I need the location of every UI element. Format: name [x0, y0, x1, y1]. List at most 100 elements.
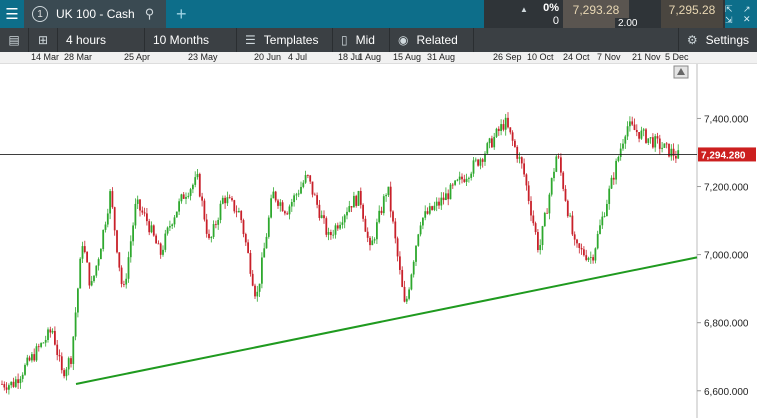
layout-button[interactable]: ⊞	[29, 28, 58, 52]
trendline-segment[interactable]	[75, 256, 698, 385]
trendline[interactable]	[75, 256, 698, 385]
candle	[178, 198, 180, 215]
candle	[247, 239, 249, 254]
candle-body	[77, 288, 79, 313]
candle	[3, 381, 6, 391]
candles-icon: ▯	[341, 33, 348, 47]
candle	[134, 198, 137, 229]
candle	[74, 307, 77, 341]
candle-body	[300, 186, 302, 194]
templates-button[interactable]: ☰ Templates	[237, 28, 333, 52]
list-view-button[interactable]: ▤	[0, 28, 29, 52]
candle-body	[256, 291, 259, 297]
candle	[37, 343, 40, 352]
maximize-icon[interactable]: ⇱	[725, 4, 733, 14]
hamburger-menu-icon[interactable]: ☰	[5, 6, 19, 23]
candle-body	[488, 138, 491, 144]
candle-body	[166, 227, 169, 234]
instrument-tab[interactable]: 1 UK 100 - Cash ⚲	[24, 0, 166, 28]
candle-body	[433, 205, 436, 210]
price-type-label: Mid	[355, 33, 375, 47]
candle	[408, 287, 410, 301]
candle-body	[417, 234, 420, 246]
candle-body	[173, 217, 176, 225]
candle	[534, 221, 537, 235]
candle-body	[217, 219, 220, 225]
candle-body	[316, 195, 318, 205]
candle	[424, 205, 427, 221]
candle	[79, 257, 82, 289]
candle	[502, 119, 505, 132]
candle	[619, 143, 622, 161]
candle-body	[670, 148, 673, 157]
candle	[235, 205, 238, 218]
candle-body	[525, 174, 528, 186]
add-tab-icon[interactable]: +	[176, 3, 187, 24]
candle	[120, 265, 123, 288]
candle-body	[10, 381, 13, 386]
candle-body	[51, 330, 54, 333]
settings-button[interactable]: ⚙ Settings	[677, 28, 757, 52]
close-icon[interactable]: ✕	[743, 14, 751, 24]
candle-body	[297, 193, 300, 195]
candle	[580, 243, 583, 255]
candle-body	[477, 159, 479, 166]
candle-body	[323, 215, 325, 219]
candle-body	[249, 252, 252, 274]
candle	[507, 112, 509, 129]
candle	[592, 254, 594, 264]
candle	[346, 207, 348, 220]
candle	[261, 252, 263, 289]
candle	[472, 156, 475, 177]
candle	[286, 211, 289, 215]
candle	[295, 192, 298, 201]
buy-price-button[interactable]: 7,295.28	[661, 0, 723, 28]
date-label: 5 Dec	[665, 52, 689, 62]
popout-icon[interactable]: ↗	[743, 4, 751, 14]
candle	[24, 363, 26, 376]
candle	[463, 174, 466, 183]
candle-body	[290, 202, 293, 207]
candle-body	[511, 132, 514, 141]
candle-body	[44, 339, 47, 343]
related-button[interactable]: ◉ Related	[390, 28, 474, 52]
candle	[336, 222, 339, 231]
candle	[553, 168, 555, 182]
candle-body	[357, 190, 360, 206]
candle	[95, 265, 98, 278]
gear-icon: ⚙	[686, 33, 698, 47]
candle-body	[560, 157, 562, 173]
price-type-button[interactable]: ▯ Mid	[333, 28, 390, 52]
candle-body	[599, 225, 601, 234]
candle	[438, 197, 440, 210]
date-label: 4 Jul	[288, 52, 308, 62]
candle-body	[81, 246, 84, 259]
candle-body	[504, 117, 507, 130]
candle-body	[472, 160, 475, 174]
price-chart[interactable]: 6,600.000 6,800.000 7,000.000 7,200.000 7,40…	[0, 64, 757, 418]
candle	[215, 220, 217, 229]
candle	[180, 193, 183, 204]
candle	[668, 143, 670, 158]
candle-body	[534, 223, 537, 233]
candle-body	[548, 194, 551, 214]
range-dropdown[interactable]: 10 Months	[145, 28, 237, 52]
interval-dropdown[interactable]: 4 hours	[58, 28, 145, 52]
candle-body	[438, 201, 440, 206]
candle	[514, 138, 516, 148]
search-icon[interactable]: ⚲	[144, 6, 155, 21]
candle-body	[569, 215, 571, 217]
candle-body	[486, 143, 489, 154]
candle-body	[339, 224, 341, 229]
candle-body	[635, 129, 638, 133]
candle	[629, 116, 631, 132]
candle-body	[652, 137, 654, 148]
candle-body	[293, 195, 295, 203]
minimize-icon[interactable]: ⇲	[725, 15, 733, 25]
candle-body	[116, 230, 118, 253]
scroll-to-latest-button[interactable]	[673, 65, 689, 79]
candle-body	[8, 385, 10, 390]
candle-body	[258, 283, 261, 292]
candle-body	[484, 153, 486, 162]
candle-body	[516, 146, 519, 159]
